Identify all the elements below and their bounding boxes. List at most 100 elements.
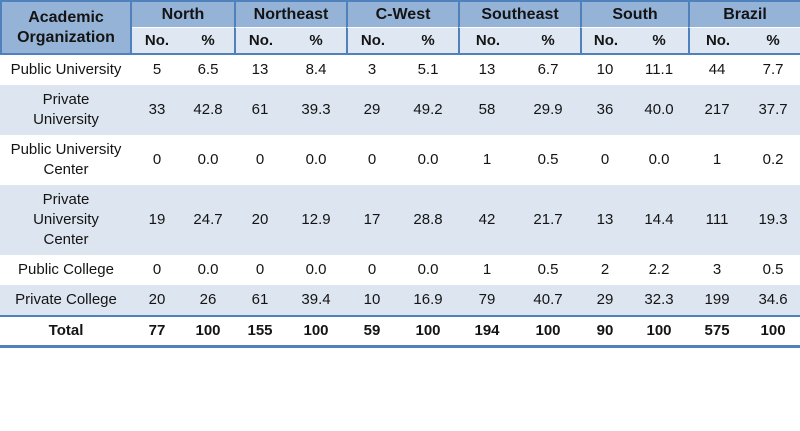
data-cell: 0.0 [398,255,459,285]
data-cell: 111 [688,185,747,255]
subheader-count: No. [580,28,631,55]
total-cell: 100 [516,315,581,343]
subheader-percent: % [398,28,459,55]
data-cell: 33 [132,85,182,135]
data-cell: 0 [234,135,286,185]
subheader-percent: % [182,28,234,55]
total-cell: 100 [286,315,346,343]
data-cell: 29 [580,285,631,315]
group-header-south: South [580,0,689,28]
data-cell: 7.7 [746,55,800,85]
data-cell: 10 [580,55,631,85]
data-cell: 42 [458,185,517,255]
group-header-northeast: Northeast [234,0,346,28]
total-cell: 100 [630,315,689,343]
subheader-count: No. [132,28,182,55]
subheader-percent: % [516,28,581,55]
academic-organization-table-page: Academic Organization North Northeast C-… [0,0,800,348]
data-cell: 199 [688,285,747,315]
table-row: Public College 0 0.0 0 0.0 0 0.0 1 0.5 2 2.2 3 0.5 [0,255,800,285]
table-row: Public University 5 6.5 13 8.4 3 5.1 13 6.7 10 11.… [0,55,800,85]
data-cell: 0.5 [516,135,581,185]
table-row: Private University Center 19 24.7 20 12.9 17 2… [0,185,800,255]
data-cell: 0.2 [746,135,800,185]
total-cell: 59 [346,315,398,343]
data-cell: 28.8 [398,185,459,255]
data-cell: 20 [234,185,286,255]
data-cell: 0.0 [286,135,346,185]
table-row: Public University Center 0 0.0 0 0.0 0 0.0 1 0.5… [0,135,800,185]
subheader-count: No. [234,28,286,55]
data-cell: 36 [580,85,631,135]
data-cell: 32.3 [630,285,689,315]
data-cell: 0 [580,135,631,185]
table-footer: Total 77 100 155 100 59 100 194 100 90 100 575 100 [0,315,800,343]
total-cell: 155 [234,315,286,343]
group-header-north: North [132,0,234,28]
data-cell: 37.7 [746,85,800,135]
data-cell: 20 [132,285,182,315]
data-cell: 8.4 [286,55,346,85]
data-cell: 14.4 [630,185,689,255]
total-cell: 100 [746,315,800,343]
table-body: Public University 5 6.5 13 8.4 3 5.1 13 6.7 10 11.… [0,55,800,315]
data-cell: 0.0 [286,255,346,285]
data-cell: 19 [132,185,182,255]
subheader-percent: % [630,28,689,55]
subheader-count: No. [458,28,517,55]
data-cell: 0 [346,135,398,185]
row-label: Public University Center [0,135,132,185]
table-row: Private University 33 42.8 61 39.3 29 49.2 58 29… [0,85,800,135]
data-cell: 2 [580,255,631,285]
table-row: Private College 20 26 61 39.4 10 16.9 79 40.7 29 3… [0,285,800,315]
subheader-row: No. % No. % No. % No. % No. % No. % [0,28,800,55]
data-cell: 61 [234,285,286,315]
data-cell: 0.0 [182,255,234,285]
data-cell: 2.2 [630,255,689,285]
data-cell: 16.9 [398,285,459,315]
total-cell: 90 [580,315,631,343]
data-cell: 19.3 [746,185,800,255]
group-header-brazil: Brazil [688,0,800,28]
data-cell: 1 [458,135,517,185]
data-cell: 58 [458,85,517,135]
total-label: Total [0,315,132,343]
subheader-percent: % [746,28,800,55]
data-cell: 29.9 [516,85,581,135]
data-cell: 0.0 [630,135,689,185]
data-cell: 6.5 [182,55,234,85]
data-cell: 13 [458,55,517,85]
data-cell: 1 [458,255,517,285]
data-cell: 44 [688,55,747,85]
subheader-percent: % [286,28,346,55]
data-cell: 3 [688,255,747,285]
data-cell: 34.6 [746,285,800,315]
data-cell: 0.0 [182,135,234,185]
data-cell: 0.5 [746,255,800,285]
data-cell: 79 [458,285,517,315]
data-cell: 29 [346,85,398,135]
data-cell: 26 [182,285,234,315]
row-label: Private University [0,85,132,135]
data-cell: 42.8 [182,85,234,135]
data-cell: 0.5 [516,255,581,285]
data-cell: 61 [234,85,286,135]
data-cell: 40.7 [516,285,581,315]
table-header: Academic Organization North Northeast C-… [0,0,800,55]
data-cell: 5 [132,55,182,85]
data-cell: 217 [688,85,747,135]
data-cell: 40.0 [630,85,689,135]
group-header-c-west: C-West [346,0,459,28]
data-cell: 12.9 [286,185,346,255]
total-row: Total 77 100 155 100 59 100 194 100 90 100 575 100 [0,315,800,343]
corner-header-academic-organization: Academic Organization [0,0,132,55]
data-cell: 6.7 [516,55,581,85]
data-cell: 21.7 [516,185,581,255]
total-cell: 100 [182,315,234,343]
data-cell: 0 [234,255,286,285]
data-cell: 0.0 [398,135,459,185]
data-cell: 10 [346,285,398,315]
row-label: Public University [0,55,132,85]
data-cell: 13 [580,185,631,255]
data-cell: 5.1 [398,55,459,85]
